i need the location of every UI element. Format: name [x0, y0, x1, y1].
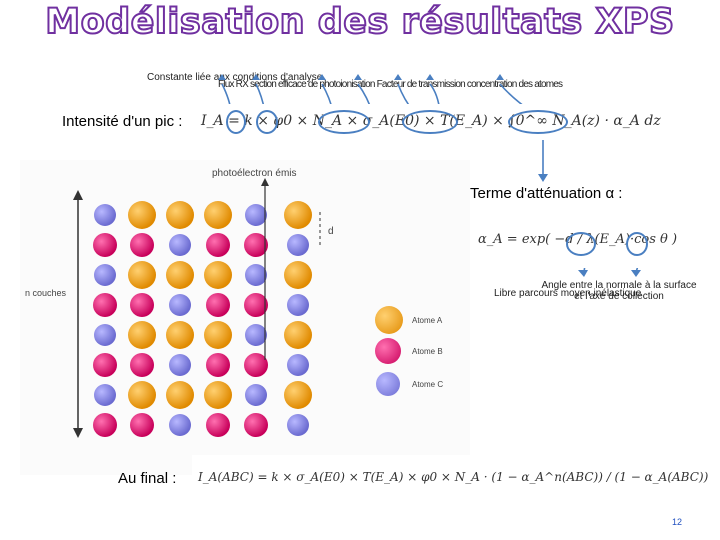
atom — [128, 381, 156, 409]
page-title: Modélisation des résultats XPS — [44, 1, 675, 43]
atom — [93, 413, 117, 437]
atom — [130, 413, 154, 437]
libre-parcours-note: Libre parcours moyen inélastique — [494, 288, 642, 299]
atom — [94, 264, 116, 286]
atom — [94, 204, 116, 226]
atom — [284, 261, 312, 289]
atom — [287, 234, 309, 256]
atom — [206, 233, 230, 257]
atom — [166, 381, 194, 409]
highlight-transmission — [402, 110, 458, 134]
atom — [130, 353, 154, 377]
intensite-label: Intensité d'un pic : — [62, 113, 183, 130]
atom — [204, 261, 232, 289]
atom — [284, 381, 312, 409]
annotation-overlapping-terms: Flux RX section efficace de photoionisat… — [218, 79, 563, 90]
photoelectron-label: photoélectron émis — [212, 168, 297, 179]
atom — [204, 381, 232, 409]
atom — [169, 354, 191, 376]
atom — [245, 324, 267, 346]
atom — [130, 293, 154, 317]
atom — [128, 261, 156, 289]
atom — [169, 234, 191, 256]
highlight-lambda — [566, 232, 596, 256]
atom — [287, 354, 309, 376]
atom — [130, 233, 154, 257]
atom — [244, 293, 268, 317]
atom — [284, 201, 312, 229]
legend-atom-b-icon — [375, 338, 401, 364]
atom — [287, 294, 309, 316]
final-label: Au final : — [118, 470, 177, 487]
atom — [93, 353, 117, 377]
highlight-k — [226, 110, 246, 134]
atom — [287, 414, 309, 436]
atom-lattice — [73, 178, 321, 438]
layer-figure: photoélectron émis n couches d Atome A A… — [20, 160, 470, 475]
atom — [93, 293, 117, 317]
atom — [94, 384, 116, 406]
highlight-concentration — [508, 110, 568, 134]
highlight-sigma — [318, 110, 370, 134]
atom — [204, 201, 232, 229]
atom — [166, 201, 194, 229]
atom — [245, 384, 267, 406]
attenuation-label: Terme d'atténuation α : — [470, 185, 623, 202]
atom — [244, 413, 268, 437]
annotation-constante: Constante liée aux conditions d'analyse — [147, 72, 323, 83]
atom — [206, 353, 230, 377]
atom — [244, 353, 268, 377]
atom — [206, 293, 230, 317]
atom — [169, 414, 191, 436]
atom — [94, 324, 116, 346]
atom — [245, 264, 267, 286]
atom — [166, 261, 194, 289]
atom — [169, 294, 191, 316]
atom — [128, 201, 156, 229]
atom — [166, 321, 194, 349]
final-formula: I_A(ABC) = k × σ_A(E0) × T(E_A) × φ0 × N… — [198, 470, 709, 484]
final-formula-box: I_A(ABC) = k × σ_A(E0) × T(E_A) × φ0 × N… — [192, 455, 708, 501]
n-couches-label: n couches — [25, 288, 67, 298]
atom — [128, 321, 156, 349]
legend-atom-a: Atome A — [412, 316, 443, 325]
atom — [204, 321, 232, 349]
legend-atom-c: Atome C — [412, 380, 444, 389]
highlight-theta — [626, 232, 648, 256]
atom — [244, 233, 268, 257]
d-label: d — [328, 226, 334, 237]
legend-atom-c-icon — [376, 372, 400, 396]
atom — [93, 233, 117, 257]
legend-atom-a-icon — [375, 306, 403, 334]
atom — [284, 321, 312, 349]
atom — [206, 413, 230, 437]
highlight-phi0 — [256, 110, 278, 134]
legend-atom-b: Atome B — [412, 347, 443, 356]
page-number: 12 — [672, 517, 683, 527]
angle-note: Angle entre la normale à la surface et l… — [541, 280, 697, 302]
atom — [245, 204, 267, 226]
